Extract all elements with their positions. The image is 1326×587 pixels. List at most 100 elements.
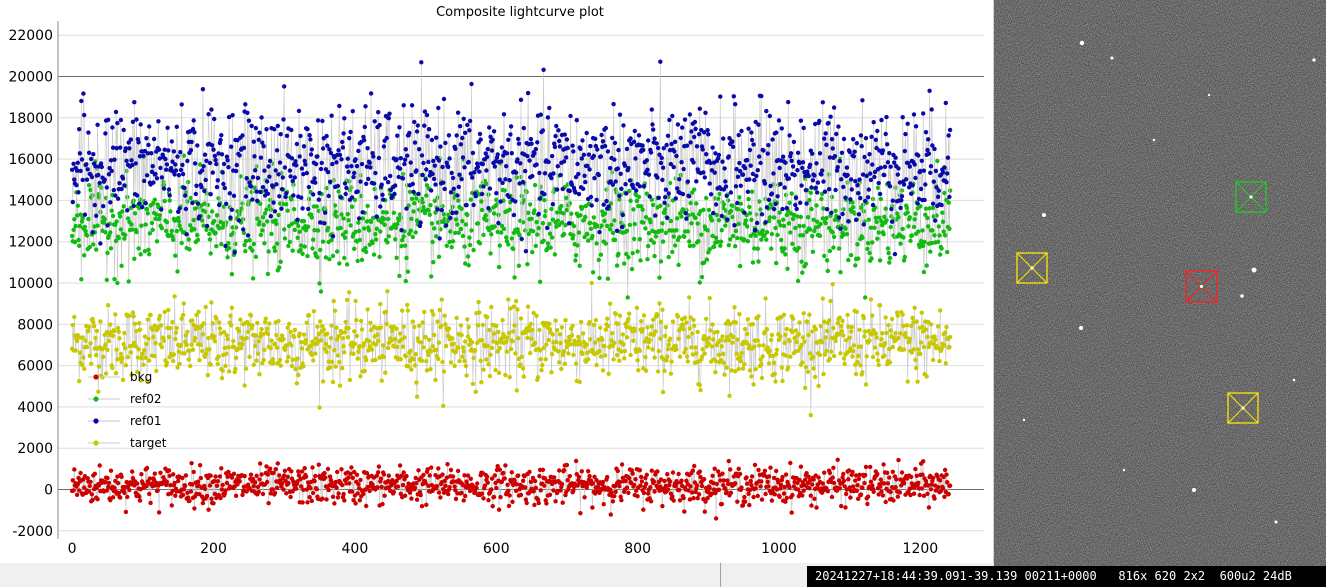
data-point — [373, 357, 378, 363]
data-point — [342, 116, 347, 121]
data-point — [311, 192, 316, 197]
data-point — [904, 205, 910, 211]
data-point — [769, 337, 774, 343]
data-point — [273, 467, 278, 472]
data-point — [267, 466, 273, 471]
data-point — [397, 273, 402, 279]
data-point — [801, 223, 806, 229]
data-point — [665, 487, 671, 492]
data-point — [565, 145, 570, 151]
data-point — [896, 214, 901, 220]
data-point — [797, 477, 802, 483]
data-point — [371, 252, 377, 257]
data-point — [707, 295, 712, 301]
data-point — [386, 116, 391, 121]
data-point — [495, 349, 500, 354]
data-point — [687, 295, 692, 300]
data-point — [321, 327, 326, 332]
data-point — [738, 201, 743, 206]
data-point — [577, 379, 582, 385]
data-point — [268, 214, 273, 219]
data-point — [857, 177, 862, 182]
data-point — [332, 308, 338, 313]
data-point — [755, 246, 760, 251]
data-point — [395, 484, 401, 489]
data-point — [800, 493, 805, 498]
data-point — [337, 359, 342, 365]
data-point — [440, 203, 445, 209]
data-point — [229, 305, 235, 310]
data-point — [412, 324, 417, 330]
data-point — [630, 250, 635, 256]
data-point — [429, 308, 435, 314]
data-point — [326, 193, 331, 199]
data-point — [209, 300, 214, 305]
data-point — [617, 484, 622, 489]
data-point — [692, 463, 697, 469]
data-point — [282, 347, 288, 352]
data-point — [342, 350, 347, 355]
data-point — [416, 191, 421, 197]
data-point — [385, 180, 391, 185]
data-point — [458, 124, 463, 129]
data-point — [453, 349, 459, 354]
data-point — [119, 263, 124, 268]
data-point — [737, 195, 742, 200]
data-point — [815, 190, 820, 195]
data-point — [736, 366, 741, 372]
data-point — [733, 369, 738, 374]
data-point — [276, 212, 281, 218]
data-point — [359, 327, 365, 332]
data-point — [878, 165, 883, 170]
data-point — [570, 323, 575, 328]
data-point — [685, 179, 690, 184]
data-point — [224, 201, 229, 206]
data-point — [901, 323, 906, 329]
data-point — [623, 182, 628, 187]
data-point — [516, 141, 522, 146]
data-point — [662, 478, 667, 484]
data-point — [157, 213, 162, 218]
data-point — [331, 298, 336, 304]
data-point — [710, 322, 715, 327]
data-point — [888, 164, 893, 169]
data-point — [655, 313, 660, 318]
data-point — [530, 475, 536, 481]
data-point — [203, 177, 208, 183]
data-point — [265, 472, 271, 477]
data-point — [682, 350, 687, 355]
data-point — [258, 461, 263, 466]
data-point — [366, 339, 372, 344]
data-point — [202, 486, 208, 492]
data-point — [851, 137, 856, 142]
data-point — [726, 154, 731, 159]
data-point — [565, 478, 570, 483]
data-point — [77, 151, 83, 156]
data-point — [824, 348, 829, 354]
data-point — [262, 319, 268, 325]
data-point — [715, 329, 720, 335]
data-point — [238, 174, 243, 179]
data-point — [559, 203, 564, 209]
data-point — [238, 317, 243, 322]
data-point — [201, 164, 206, 169]
data-point — [932, 496, 937, 501]
data-point — [174, 124, 179, 129]
data-point — [502, 188, 507, 193]
data-point — [854, 488, 859, 493]
data-point — [657, 152, 662, 157]
data-point — [392, 191, 397, 197]
data-point — [885, 142, 890, 147]
data-point — [676, 336, 681, 341]
data-point — [250, 248, 255, 253]
data-point — [487, 373, 493, 379]
data-point — [283, 194, 288, 200]
data-point — [114, 146, 119, 151]
data-point — [613, 489, 618, 494]
data-point — [398, 357, 403, 362]
data-point — [441, 180, 446, 185]
data-point — [123, 363, 129, 368]
data-point — [822, 136, 827, 141]
data-point — [295, 235, 300, 240]
data-point — [596, 257, 601, 263]
